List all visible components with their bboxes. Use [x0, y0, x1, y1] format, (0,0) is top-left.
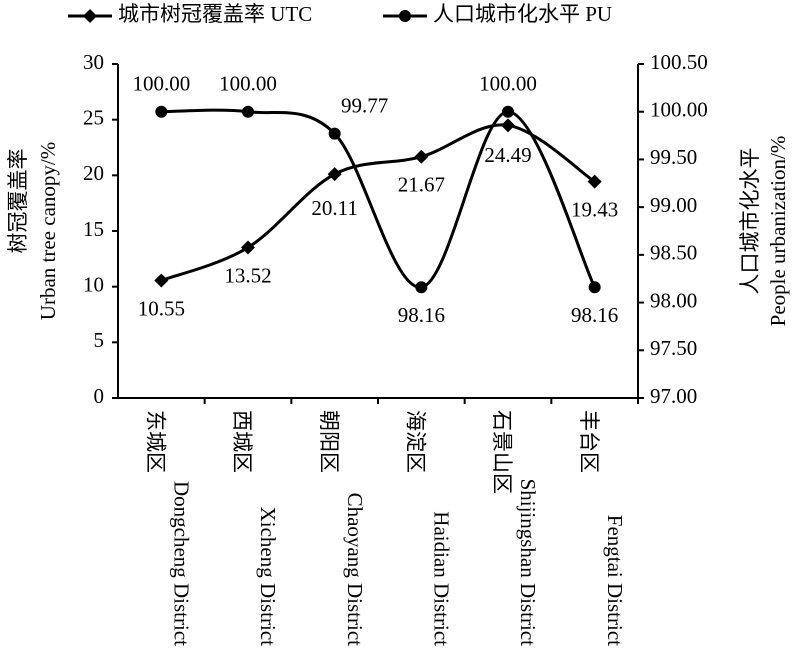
x-tick-label: 朝阳区: [317, 410, 341, 473]
x-tick-label: Chaoyang District: [343, 493, 367, 647]
y-tick-label: 15: [83, 217, 104, 241]
data-point: [588, 281, 601, 294]
data-label: 98.16: [398, 303, 445, 327]
data-point: [415, 281, 428, 294]
data-label: 98.16: [571, 303, 618, 327]
data-point: [154, 273, 169, 288]
data-label: 99.77: [341, 93, 388, 117]
data-point: [587, 174, 602, 189]
y-tick-label: 25: [83, 105, 104, 129]
y-tick-label: 5: [94, 328, 105, 352]
x-tick-label: 海淀区: [404, 410, 428, 473]
data-label: 100.00: [219, 72, 277, 96]
x-tick-label: Shijingshan District: [516, 479, 540, 647]
data-point: [242, 105, 254, 118]
x-tick-label: Fengtai District: [603, 515, 627, 646]
y2-tick-label: 97.00: [650, 384, 697, 408]
x-tick-label: 西城区: [230, 410, 254, 473]
data-label: 13.52: [224, 263, 271, 287]
y-tick-label: 0: [94, 384, 105, 408]
data-point: [241, 240, 255, 255]
y2-tick-label: 100.50: [650, 50, 708, 74]
data-label: 10.55: [138, 296, 185, 320]
data-label: 19.43: [571, 197, 618, 221]
data-label: 24.49: [484, 143, 531, 167]
data-point: [501, 118, 515, 133]
data-point: [155, 105, 168, 118]
x-tick-label: Dongcheng District: [170, 481, 194, 646]
x-tick-label: 丰台区: [577, 410, 601, 473]
y2-tick-label: 100.00: [650, 98, 708, 122]
data-label: 20.11: [311, 196, 357, 220]
x-tick-label: Haidian District: [430, 511, 454, 646]
data-label: 100.00: [479, 72, 537, 96]
y2-axis-title: 人口城市化水平: [738, 148, 762, 295]
data-point: [328, 127, 341, 140]
y2-tick-label: 98.00: [650, 288, 697, 312]
x-tick-label: Xicheng District: [256, 507, 280, 647]
legend-marker: [399, 10, 411, 22]
data-point: [414, 149, 429, 164]
y2-axis-title: People urbanization/%: [766, 136, 790, 327]
series-line: [160, 123, 596, 282]
data-point: [502, 105, 514, 118]
data-label: 100.00: [132, 72, 190, 96]
series-line: [161, 108, 597, 289]
data-label: 21.67: [398, 173, 445, 197]
x-tick-label: 石景山区: [490, 410, 514, 494]
legend-label: 人口城市化水平 PU: [433, 2, 612, 26]
data-point: [327, 167, 342, 182]
y-tick-label: 10: [83, 272, 104, 296]
y2-tick-label: 99.50: [650, 145, 697, 169]
y2-tick-label: 97.50: [650, 336, 697, 360]
x-tick-label: 东城区: [144, 410, 168, 473]
legend-label: 城市树冠覆盖率 UTC: [118, 2, 312, 26]
y-tick-label: 20: [83, 161, 104, 185]
y2-tick-label: 99.00: [650, 193, 697, 217]
y-axis-title: 树冠覆盖率: [6, 149, 30, 254]
y-axis-title: Urban tree canopy/%: [36, 142, 60, 320]
y2-tick-label: 98.50: [650, 241, 697, 265]
y-tick-label: 30: [83, 50, 104, 74]
legend-marker: [83, 9, 97, 23]
